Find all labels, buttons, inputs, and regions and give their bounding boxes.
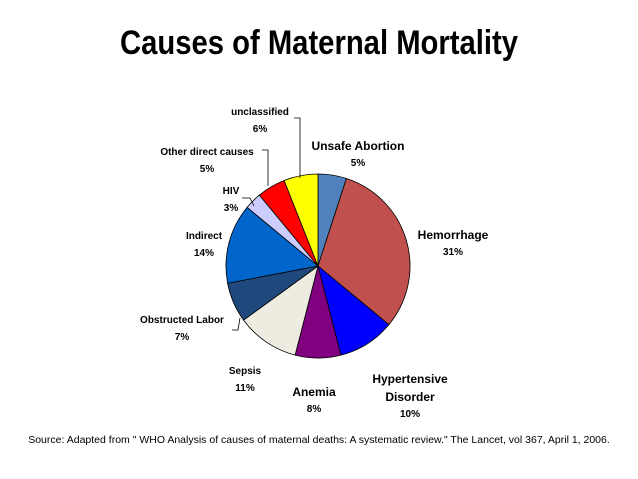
category-label: Unsafe Abortion (311, 139, 405, 153)
slice-label-indirect: Indirect 14% (176, 228, 232, 262)
chart-title: Causes of Maternal Mortality (119, 24, 519, 62)
category-label: Hemorrhage (417, 228, 489, 242)
category-label: Anemia (292, 385, 336, 399)
category-label-line1: Hypertensive (372, 372, 448, 386)
category-label: unclassified (231, 107, 289, 118)
slice-label-hemorrhage: Hemorrhage 31% (406, 226, 500, 262)
leader-line-other-direct (262, 149, 269, 186)
pie-slice-hemorrhage (317, 177, 411, 326)
value-label: 6% (252, 124, 268, 135)
category-label: HIV (222, 186, 240, 197)
value-label: 11% (235, 383, 255, 394)
value-label: 7% (174, 332, 190, 343)
value-label: 5% (199, 164, 215, 175)
source-citation: Source: Adapted from " WHO Analysis of c… (28, 434, 610, 446)
value-label: 10% (399, 409, 420, 420)
leader-line-obstructed-labor (232, 317, 241, 331)
slice-label-other-direct-causes: Other direct causes 5% (152, 144, 262, 178)
value-label: 31% (442, 247, 463, 258)
leader-line-hiv (242, 197, 255, 207)
category-label: Obstructed Labor (140, 315, 224, 326)
slice-label-hiv: HIV 3% (216, 183, 246, 217)
slice-label-unclassified: unclassified 6% (222, 104, 298, 138)
value-label: 3% (223, 203, 239, 214)
slice-label-hypertensive-disorder: Hypertensive Disorder 10% (362, 370, 458, 424)
category-label: Sepsis (228, 366, 262, 377)
slice-label-unsafe-abortion: Unsafe Abortion 5% (303, 137, 413, 173)
pie-slice-indirect (225, 206, 319, 284)
category-label-line2: Disorder (385, 390, 435, 404)
value-label: 5% (350, 158, 366, 169)
value-label: 8% (306, 404, 322, 415)
category-label: Indirect (185, 231, 223, 242)
slice-label-obstructed-labor: Obstructed Labor 7% (128, 312, 236, 346)
pie-slice-unclassified (283, 173, 319, 267)
slice-label-anemia: Anemia 8% (284, 383, 344, 419)
slice-label-sepsis: Sepsis 11% (218, 363, 272, 397)
value-label: 14% (193, 248, 214, 259)
leader-line-unclassified (294, 117, 301, 178)
category-label: Other direct causes (160, 147, 254, 158)
